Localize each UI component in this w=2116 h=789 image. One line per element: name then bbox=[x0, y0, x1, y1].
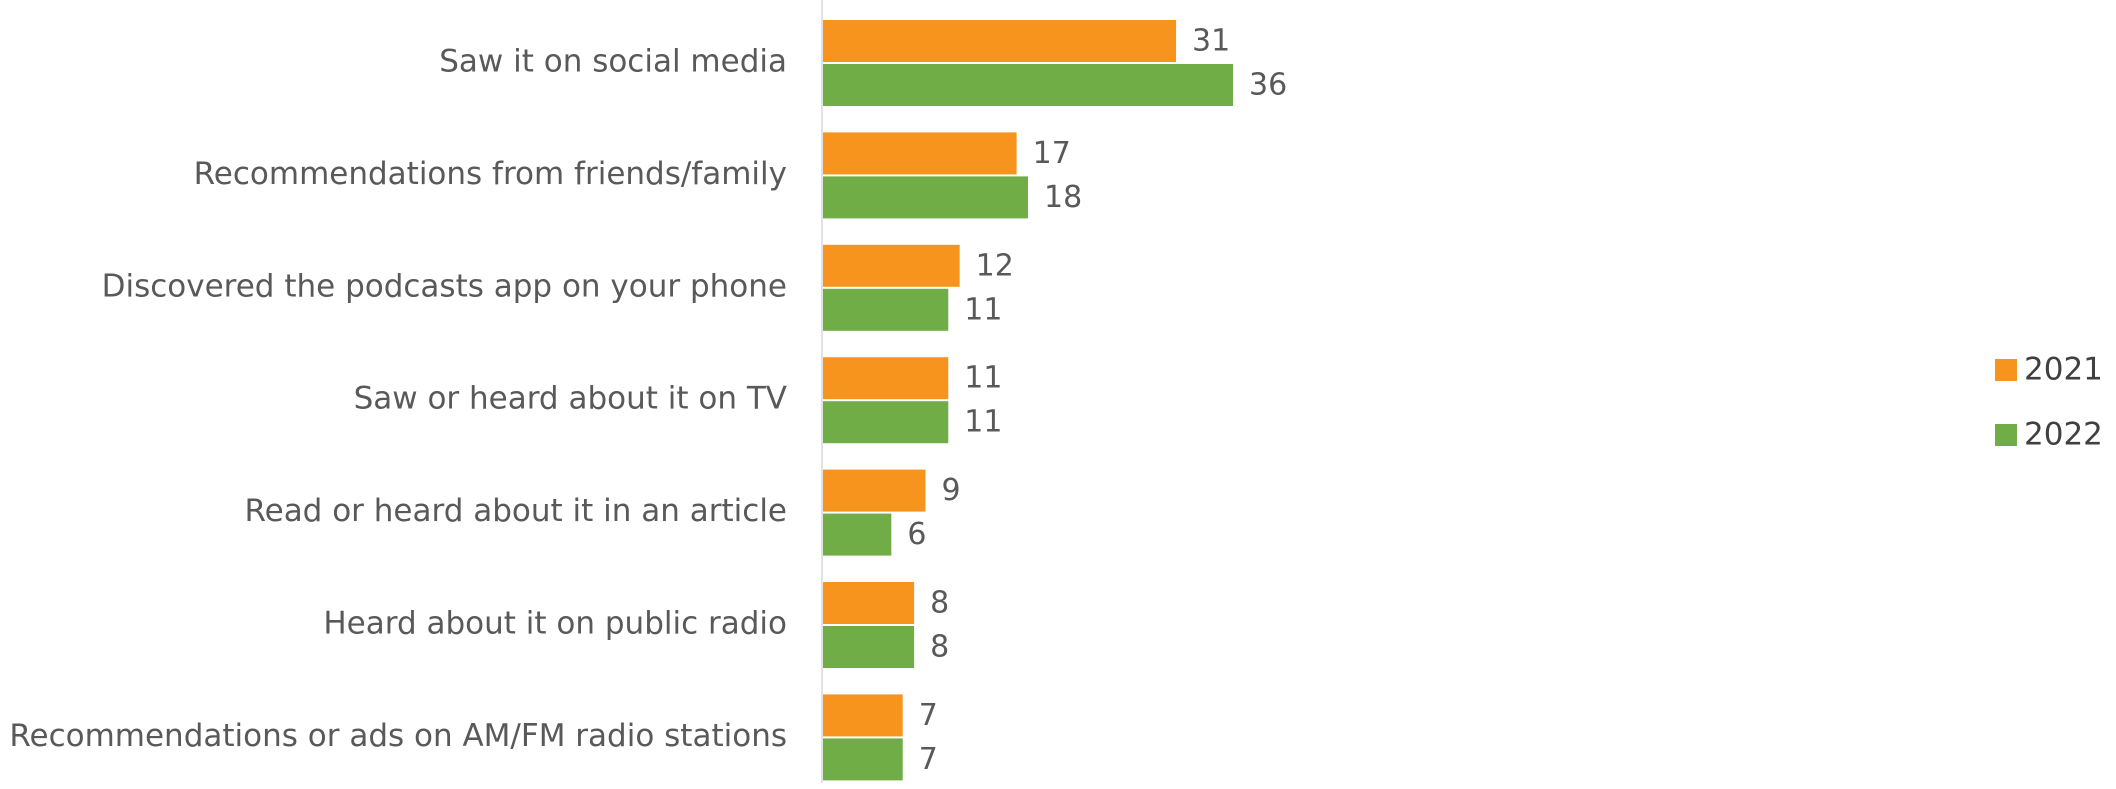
value-label: 11 bbox=[964, 361, 1002, 396]
bar bbox=[823, 288, 949, 331]
category-label: Discovered the podcasts app on your phon… bbox=[102, 268, 787, 304]
category-label: Recommendations or ads on AM/FM radio st… bbox=[9, 718, 787, 754]
bar bbox=[823, 582, 915, 624]
bar bbox=[823, 626, 915, 668]
bar bbox=[823, 401, 949, 444]
value-label: 9 bbox=[942, 473, 961, 508]
category-label: Heard about it on public radio bbox=[323, 606, 787, 642]
bar bbox=[823, 513, 892, 556]
value-label: 12 bbox=[976, 248, 1014, 283]
value-label: 11 bbox=[964, 405, 1002, 440]
value-label: 6 bbox=[907, 517, 926, 552]
bar bbox=[823, 357, 949, 400]
value-label: 31 bbox=[1192, 24, 1230, 59]
bar bbox=[823, 469, 926, 512]
value-label: 11 bbox=[964, 292, 1002, 327]
bar bbox=[823, 244, 960, 287]
value-label: 7 bbox=[919, 698, 938, 733]
bar bbox=[823, 64, 1233, 106]
category-label: Read or heard about it in an article bbox=[244, 493, 787, 529]
value-label: 36 bbox=[1249, 68, 1287, 103]
value-label: 7 bbox=[919, 742, 938, 777]
legend-label: 2021 bbox=[2024, 352, 2103, 388]
value-label: 18 bbox=[1044, 180, 1082, 215]
bar bbox=[823, 738, 903, 781]
bar bbox=[823, 694, 903, 737]
value-label: 17 bbox=[1033, 136, 1071, 171]
legend-swatch bbox=[1995, 424, 2017, 446]
category-label: Saw it on social media bbox=[439, 44, 787, 80]
bar bbox=[823, 20, 1177, 62]
bar bbox=[823, 132, 1017, 175]
legend-swatch bbox=[1995, 359, 2017, 381]
category-label: Saw or heard about it on TV bbox=[354, 381, 787, 417]
bar bbox=[823, 176, 1028, 219]
category-label: Recommendations from friends/family bbox=[194, 156, 787, 192]
legend-label: 2022 bbox=[2024, 417, 2103, 453]
value-label: 8 bbox=[930, 630, 949, 665]
value-label: 8 bbox=[930, 586, 949, 621]
